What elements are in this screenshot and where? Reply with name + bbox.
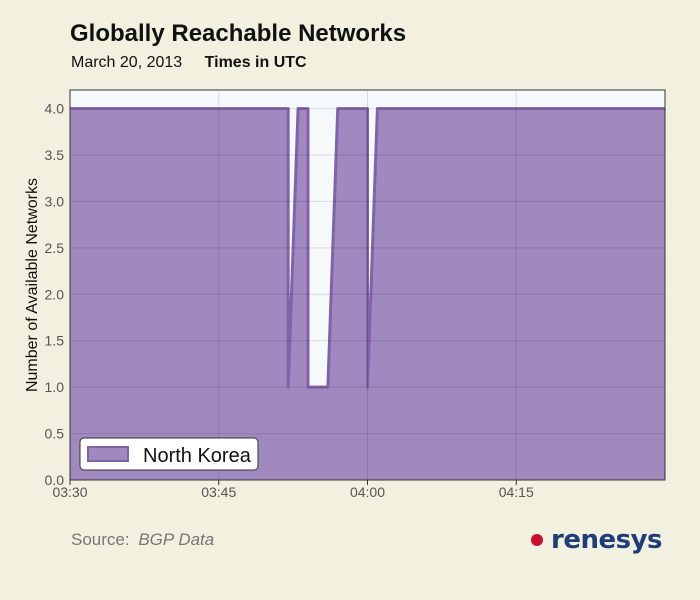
brand-dot-icon xyxy=(531,534,543,546)
y-tick-label: 0.0 xyxy=(45,472,65,488)
renesys-logo: renesys xyxy=(531,525,663,555)
source-note: Source: BGP Data xyxy=(71,530,214,550)
source-label: Source: xyxy=(71,530,130,549)
y-tick-label: 1.5 xyxy=(45,333,65,349)
x-tick-label: 04:00 xyxy=(350,484,385,500)
y-tick-label: 1.0 xyxy=(45,379,65,395)
x-tick-label: 03:45 xyxy=(201,484,236,500)
plot-border xyxy=(69,89,666,481)
chart-subtitle: March 20, 2013 Times in UTC xyxy=(71,54,307,72)
data-area xyxy=(70,107,665,481)
chart-title: Globally Reachable Networks xyxy=(70,20,407,47)
axes: 0.0 0.5 1.0 1.5 2.0 2.5 3.0 3.5 4.0 03:30 03:45 04:… xyxy=(45,89,666,500)
y-tick-label: 3.5 xyxy=(45,147,65,163)
y-tick-label: 2.0 xyxy=(45,286,65,302)
timezone-note: Times in UTC xyxy=(204,54,307,71)
legend-swatch xyxy=(87,446,129,462)
y-tick-label: 3.0 xyxy=(45,193,65,209)
brand-wordmark: renesys xyxy=(551,525,663,555)
y-axis-label: Number of Available Networks xyxy=(24,178,41,392)
y-tick-label: 2.5 xyxy=(45,240,65,256)
legend[interactable]: North Korea xyxy=(79,437,259,471)
y-tick-label: 0.5 xyxy=(45,426,65,442)
x-tick-label: 03:30 xyxy=(52,484,87,500)
y-tick-label: 4.0 xyxy=(45,101,65,117)
source-value: BGP Data xyxy=(138,530,215,549)
x-tick-label: 04:15 xyxy=(499,484,534,500)
series-line-north-korea xyxy=(70,107,665,389)
chart-date: March 20, 2013 xyxy=(71,54,183,71)
legend-label: North Korea xyxy=(143,445,252,467)
